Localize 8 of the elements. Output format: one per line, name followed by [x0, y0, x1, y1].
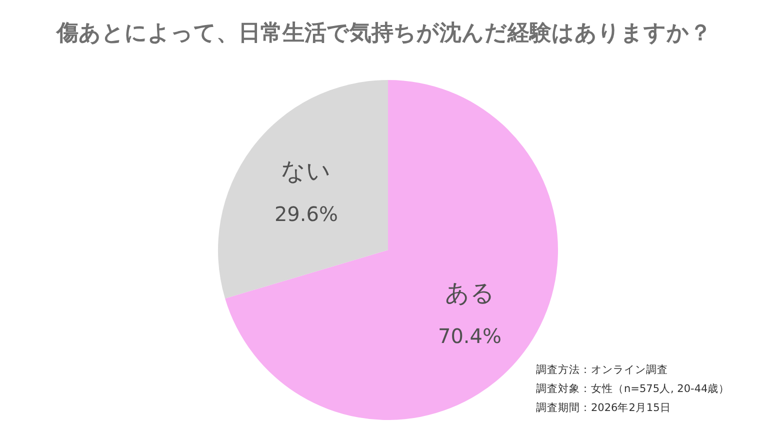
text: 調査対象：女性（n=575人, 20-44歳） — [536, 382, 730, 395]
chart-title: 傷あとによって、日常生活で気持ちが沈んだ経験はありますか？ — [56, 21, 712, 46]
text: 調査期間：2026年2月15日 — [536, 401, 671, 414]
slice-label: ある — [444, 278, 495, 307]
data-label: 70.4% — [438, 324, 502, 348]
slice-label: ない — [281, 157, 332, 186]
data-label: 29.6% — [274, 202, 338, 226]
text: 調査方法：オンライン調査 — [536, 363, 668, 376]
